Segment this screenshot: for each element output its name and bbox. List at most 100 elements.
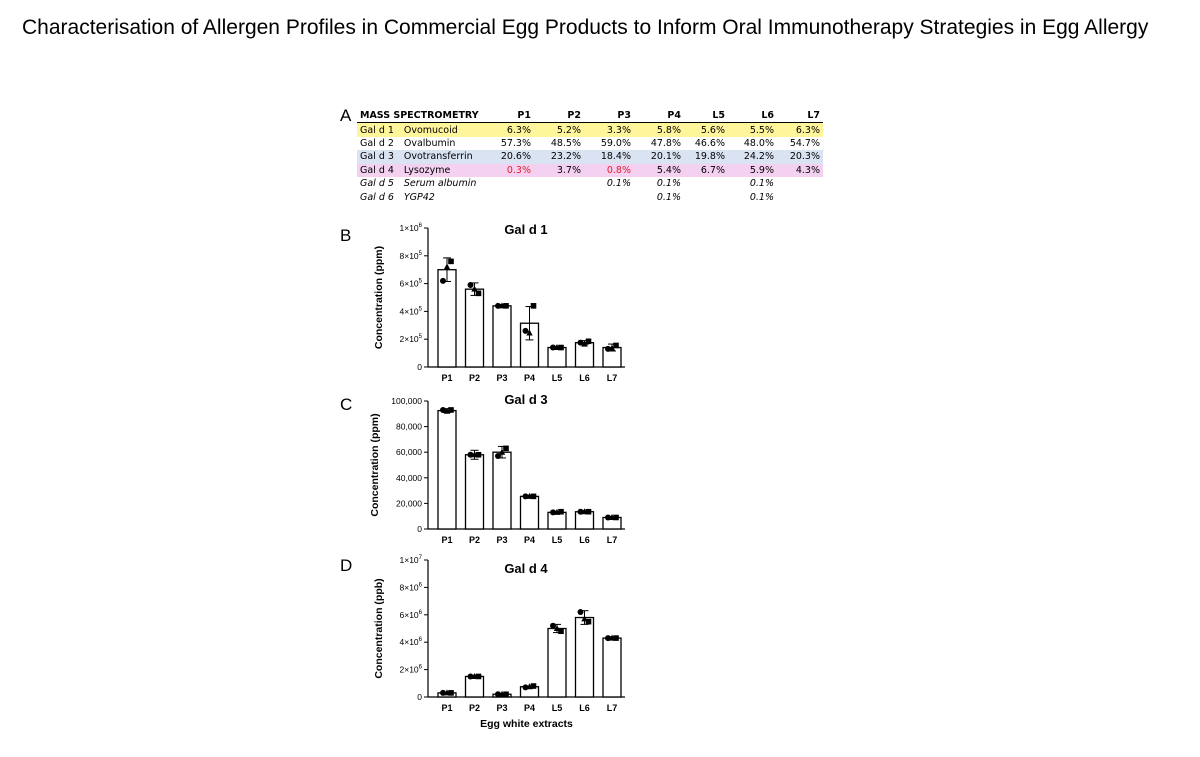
table-cell [584, 190, 634, 203]
data-point [577, 339, 584, 346]
y-tick-base: 60,000 [396, 447, 422, 457]
x-tick-label: P4 [524, 703, 535, 713]
x-tick-label: P4 [524, 373, 535, 383]
data-point [471, 285, 478, 292]
y-tick-exponent: 5 [419, 251, 423, 257]
bar [464, 675, 485, 698]
table-cell [485, 177, 534, 190]
x-tick-label: L7 [607, 535, 618, 545]
data-point [448, 690, 454, 696]
data-point [608, 344, 616, 351]
table-cell: 0.1% [606, 178, 631, 190]
bar [547, 627, 567, 698]
table-cell: 0.1% [749, 178, 774, 190]
data-point [526, 329, 533, 336]
table-cell: 0.3% [506, 164, 531, 176]
chart-gal-d3: Gal d 3 Concentration (ppm) 0 20,000 40,000 6… [369, 392, 625, 545]
y-tick-label: 0 [417, 524, 422, 534]
page-title: Characterisation of Allergen Profiles in… [22, 16, 1149, 39]
y-tick-base: 4×10 [400, 637, 419, 647]
table-cell [777, 177, 823, 190]
table-cell [534, 190, 584, 203]
data-point [471, 451, 478, 458]
table-cell: 4.3% [795, 164, 820, 176]
bar [602, 637, 622, 698]
data-point [613, 514, 619, 521]
y-tick-base: 40,000 [396, 473, 422, 483]
allergen-name: Serum albumin [403, 178, 477, 190]
table-row: Gal d 6 YGP42 0.1% 0.1% [357, 190, 823, 203]
table-row: Gal d 1 Ovomucoid 6.3% 5.2% 3.3% 5.8% 5.6% 5.5%… [357, 122, 823, 137]
y-tick-label: 80,000 [396, 422, 422, 432]
y-tick-base: 100,000 [391, 396, 422, 406]
y-tick-base: 0 [417, 524, 422, 534]
x-tick-label: L7 [607, 703, 618, 713]
x-tick-label: P4 [524, 535, 535, 545]
table-cell: 20.6% [500, 151, 531, 163]
allergen-name: Ovomucoid [403, 124, 458, 136]
y-tick-label: 4×106 [400, 637, 423, 647]
table-cell: 5.9% [749, 164, 774, 176]
data-point [558, 508, 564, 515]
y-tick-exponent: 5 [419, 334, 423, 340]
y-tick-exponent: 5 [419, 279, 423, 285]
data-point [585, 618, 592, 625]
data-point [471, 672, 478, 679]
data-point [475, 673, 482, 680]
table-cell: 0.1% [656, 191, 681, 203]
table-cell: 3.7% [556, 164, 581, 176]
y-tick-exponent: 7 [419, 555, 423, 561]
y-tick-base: 6×10 [400, 610, 419, 620]
table-cell: 5.4% [656, 164, 681, 176]
table-cell: 23.2% [550, 151, 581, 163]
table-cell: 24.2% [743, 151, 774, 163]
data-point [526, 683, 533, 690]
x-tick-label: L5 [552, 703, 563, 713]
table-row: Gal d 2 Ovalbumin 57.3% 48.5% 59.0% 47.8% 46.6… [357, 137, 823, 150]
data-point [553, 344, 561, 351]
y-tick-base: 0 [417, 692, 422, 702]
x-tick-label: L7 [607, 373, 618, 383]
y-tick-label: 1×107 [400, 555, 423, 565]
bar [492, 305, 512, 368]
y-tick-label: 2×105 [400, 334, 423, 344]
table-cell: 59.0% [600, 137, 631, 149]
data-point [440, 406, 446, 413]
data-point [530, 303, 537, 309]
y-tick-base: 80,000 [396, 422, 422, 432]
allergen-name: Lysozyme [403, 164, 451, 176]
data-point [550, 622, 556, 629]
allergen-code: Gal d 5 [360, 178, 394, 190]
table-cell: 18.4% [600, 151, 631, 163]
data-point [553, 625, 561, 631]
y-axis-label: Concentration (ppm) [373, 246, 385, 349]
bar [437, 409, 457, 530]
y-axis-label: Concentration (ppm) [369, 413, 381, 516]
y-tick-base: 0 [417, 362, 422, 372]
data-point [498, 690, 506, 697]
data-point [443, 407, 451, 414]
y-tick-label: 40,000 [396, 473, 422, 483]
data-point [581, 615, 588, 622]
column-header: P2 [534, 109, 584, 124]
x-tick-label: L6 [579, 373, 590, 383]
table-cell: 3.3% [606, 124, 631, 136]
bar [437, 269, 457, 368]
y-tick-exponent: 6 [419, 582, 423, 588]
table-cell: 5.5% [749, 124, 774, 136]
panel-letter-c: C [340, 395, 353, 414]
x-tick-label: P3 [496, 373, 507, 383]
data-point [443, 263, 451, 270]
data-point [581, 508, 588, 515]
table-cell: 0.1% [656, 178, 681, 190]
y-tick-label: 4×105 [400, 306, 423, 316]
data-point [608, 634, 616, 641]
bar [574, 616, 595, 698]
table-cell [485, 190, 534, 203]
data-point [503, 303, 509, 309]
table-cell: 57.3% [500, 137, 531, 149]
panel-letter-d: D [340, 556, 353, 575]
allergen-name: YGP42 [403, 191, 435, 203]
y-tick-exponent: 6 [419, 665, 423, 671]
